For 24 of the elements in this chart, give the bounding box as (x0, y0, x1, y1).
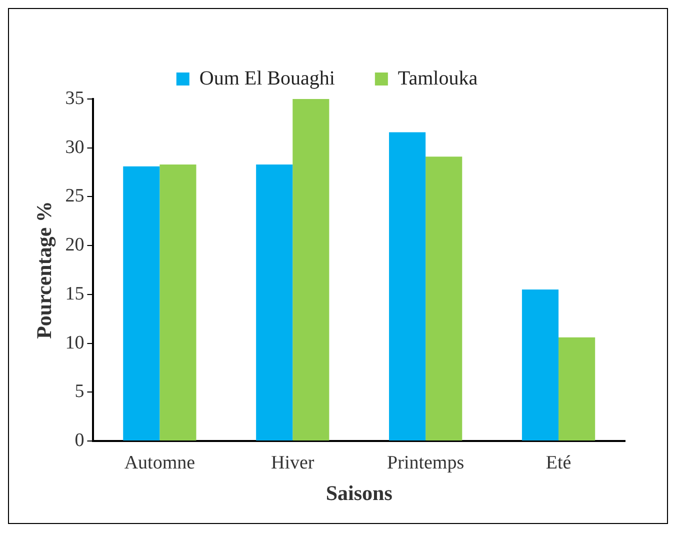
x-tick-label: Printemps (387, 452, 464, 474)
y-tick-label: 30 (65, 136, 84, 158)
y-tick-label: 10 (65, 332, 84, 354)
y-tick-label: 35 (65, 88, 84, 109)
bar (256, 164, 293, 440)
bar (522, 290, 559, 440)
y-tick-label: 25 (65, 186, 84, 207)
bar (558, 337, 596, 440)
y-tick-label: 0 (74, 430, 84, 451)
y-tick-label: 20 (65, 234, 84, 256)
x-tick-label: Hiver (270, 452, 315, 474)
x-axis-title: Saisons (326, 480, 392, 505)
bar (292, 99, 330, 440)
bar (426, 156, 462, 440)
legend-label: Tamlouka (398, 67, 478, 90)
y-tick-label: 5 (74, 381, 84, 402)
bar (123, 166, 160, 440)
x-tick-label: Eté (546, 452, 572, 474)
bar (389, 132, 426, 440)
x-tick-label: Automne (124, 452, 196, 474)
y-axis-title: Pourcentage % (32, 201, 56, 339)
legend-label: Oum El Bouaghi (199, 67, 336, 90)
bar (160, 164, 196, 440)
y-tick-label: 15 (65, 283, 84, 304)
